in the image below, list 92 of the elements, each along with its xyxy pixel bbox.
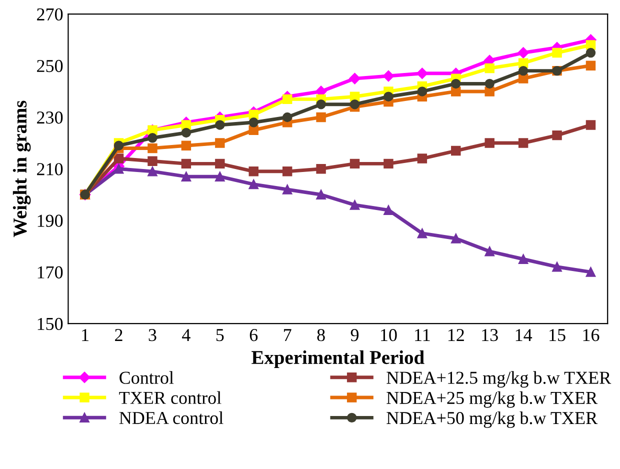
y-tick-label: 270 (37, 8, 63, 21)
point (248, 166, 258, 176)
point (518, 254, 528, 264)
point (215, 158, 225, 169)
point (148, 133, 158, 143)
legend-label: NDEA+25 mg/kg b.w TXER (386, 391, 598, 408)
point (181, 140, 192, 150)
point (451, 86, 461, 96)
point (350, 200, 360, 210)
x-tick-label: 15 (550, 329, 566, 342)
x-tick-label: 10 (381, 328, 397, 342)
point (282, 112, 292, 122)
point (552, 130, 562, 140)
y-tick-label: 170 (38, 266, 63, 278)
x-tick-label: 2 (115, 329, 122, 341)
point (282, 166, 292, 176)
point (484, 63, 494, 74)
point (148, 166, 158, 176)
legend-label: NDEA control (119, 411, 224, 424)
point (484, 246, 494, 256)
point (114, 164, 124, 174)
point (451, 78, 461, 89)
x-tick-label: 9 (350, 329, 359, 342)
x-tick-label: 12 (448, 329, 464, 341)
point (316, 164, 326, 174)
point (148, 156, 158, 166)
point (350, 158, 360, 169)
x-tick-label: 5 (216, 329, 224, 342)
point (586, 48, 596, 58)
x-tick-label: 7 (284, 329, 292, 341)
point (416, 68, 428, 80)
point (518, 47, 529, 58)
point (114, 154, 124, 164)
point (586, 60, 596, 71)
legend-label: Control (120, 371, 174, 384)
y-tick-label: 190 (38, 214, 63, 227)
point (552, 262, 562, 272)
legend-label: NDEA+50 mg/kg b.w TXER (386, 411, 598, 428)
legend-label: TXER control (119, 391, 222, 404)
point (316, 99, 326, 110)
y-tick-label: 250 (37, 60, 63, 72)
y-tick-label: 210 (37, 163, 63, 176)
point (518, 58, 528, 68)
x-tick-label: 8 (317, 328, 325, 342)
point (181, 120, 192, 130)
x-axis-title: Experimental Period (252, 350, 424, 368)
point (282, 184, 292, 194)
point (484, 78, 494, 89)
point (215, 120, 225, 130)
point (215, 172, 225, 182)
point (417, 154, 428, 164)
legend-label: NDEA+12.5 mg/kg b.w TXER (386, 371, 612, 388)
point (552, 48, 562, 58)
point (484, 138, 494, 148)
point (417, 86, 428, 96)
point (248, 118, 258, 128)
point (114, 140, 124, 150)
point (417, 228, 428, 238)
point (384, 205, 394, 215)
point (350, 99, 360, 110)
x-tick-label: 16 (583, 329, 600, 342)
point (316, 112, 326, 122)
point (382, 70, 394, 82)
point (384, 158, 394, 169)
y-tick-label: 230 (37, 112, 63, 124)
point (181, 172, 192, 182)
point (518, 138, 528, 148)
point (282, 94, 292, 104)
point (451, 146, 461, 156)
x-tick-label: 6 (250, 329, 258, 342)
point (215, 138, 225, 148)
x-tick-label: 11 (415, 329, 430, 341)
point (586, 267, 596, 277)
point (384, 92, 394, 102)
point (484, 86, 494, 96)
point (316, 190, 326, 200)
point (148, 143, 158, 154)
point (181, 128, 192, 138)
x-tick-label: 4 (182, 329, 190, 341)
point (451, 234, 461, 244)
x-tick-label: 13 (482, 329, 498, 342)
y-axis-title: Weight in grams (12, 100, 31, 238)
x-tick-label: 1 (82, 329, 88, 341)
x-tick-label: 3 (148, 329, 156, 342)
y-tick-label: 150 (38, 318, 63, 330)
point (586, 120, 596, 130)
point (586, 40, 596, 50)
x-tick-label: 14 (516, 329, 532, 341)
point (349, 72, 360, 84)
point (181, 158, 192, 169)
point (518, 66, 528, 76)
point (248, 179, 258, 190)
